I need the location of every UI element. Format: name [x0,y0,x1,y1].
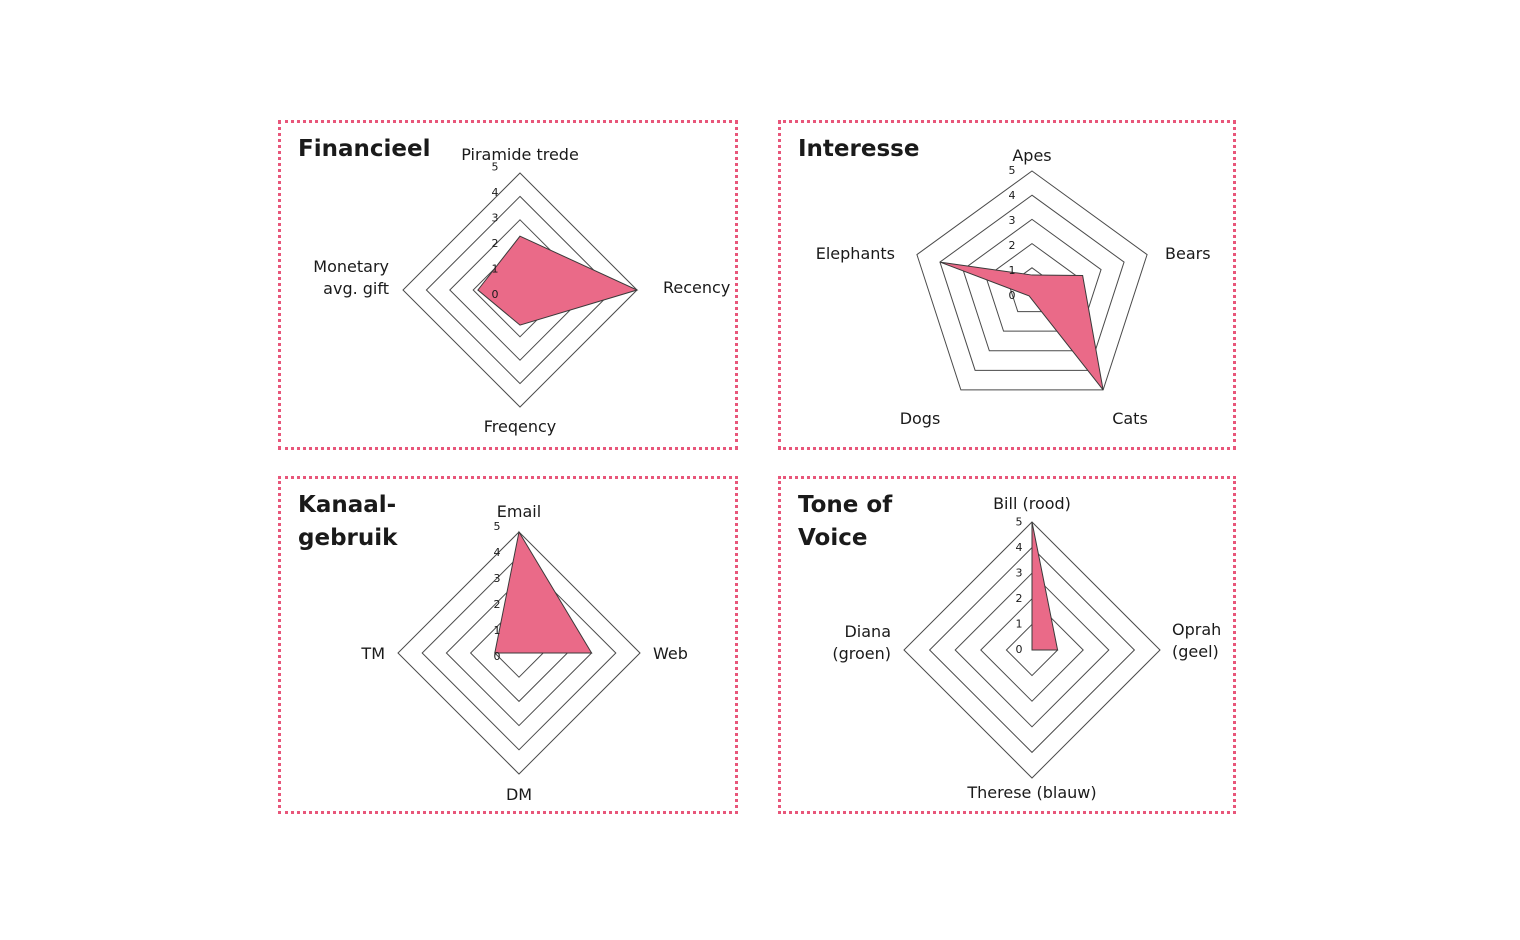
axis-label: Piramide trede [461,145,579,164]
grid-ring [916,170,1148,391]
tick-label: 1 [494,624,501,637]
tick-label: 4 [492,186,499,199]
tick-label: 2 [1009,239,1016,252]
data-polygon [477,235,639,326]
axis-label: Diana (groen) [832,622,891,663]
tick-label: 5 [492,161,499,174]
axis-label: Apes [1012,146,1051,165]
grid-ring [425,195,615,385]
axis-label: Email [497,502,541,521]
grid-ring [928,546,1136,754]
tick-label: 1 [492,263,499,276]
axis-label: Elephants [816,244,895,263]
radar-chart-tone-of-voice: 0 1 2 3 4 5 Bill (rood) Oprah (geel) Therese (bla… [832,494,1221,802]
tick-label: 3 [1009,214,1016,227]
grid-ring [903,521,1161,779]
tick-label: 2 [1016,592,1023,605]
axis-label: Bill (rood) [993,494,1071,513]
tick-label: 4 [494,546,501,559]
axis-label: TM [360,644,385,663]
chart-title: Tone of Voice [798,492,893,551]
axis-label: Cats [1112,409,1148,428]
chart-title: Financieel [298,136,431,162]
grid-ring [954,572,1110,728]
chart-panel-tone-of-voice: Tone of Voice 0 1 2 3 4 5 Bill (rood) Oprah (gee… [778,476,1236,814]
grid-ring [421,555,617,751]
tick-label: 0 [492,288,499,301]
tick-label: 3 [492,212,499,225]
axis-label: DM [506,785,532,804]
grid-ring [397,531,641,775]
tick-label: 5 [494,520,501,533]
chart-panel-interesse: Interesse 0 1 2 3 4 5 Apes Bears Cats Dogs Elephan… [778,120,1236,450]
chart-title: Kanaal- gebruik [298,492,398,551]
chart-panel-kanaalgebruik: Kanaal- gebruik 0 1 2 3 4 5 Email Web DM TM [278,476,738,814]
axis-label: Dogs [900,409,941,428]
axis-label: Web [653,644,688,663]
grid-ring [402,172,638,408]
tick-label: 0 [494,650,501,663]
tick-label: 5 [1016,516,1023,529]
tick-label: 4 [1009,189,1016,202]
tick-label: 2 [492,237,499,250]
axis-label: Freqency [484,417,557,436]
grid-ring [962,218,1102,352]
grid-ring [980,598,1084,702]
tick-label: 3 [494,572,501,585]
data-polygon [1031,521,1059,651]
tick-label: 0 [1016,643,1023,656]
tick-label: 2 [494,598,501,611]
axis-label: Bears [1165,244,1211,263]
grid-ring [939,194,1125,371]
axis-label: Monetary avg. gift [313,257,389,298]
axis-label: Oprah (geel) [1172,620,1221,661]
data-polygon [939,261,1104,391]
chart-title: Interesse [798,136,920,162]
axis-label: Therese (blauw) [966,783,1096,802]
tick-label: 1 [1009,264,1016,277]
tick-label: 5 [1009,164,1016,177]
chart-panel-financieel: Financieel 0 1 2 3 4 5 Piramide trede Recency Fr… [278,120,738,450]
tick-label: 4 [1016,541,1023,554]
tick-label: 0 [1009,289,1016,302]
axis-label: Recency [663,278,730,297]
tick-label: 3 [1016,567,1023,580]
data-polygon [494,530,593,654]
tick-label: 1 [1016,618,1023,631]
